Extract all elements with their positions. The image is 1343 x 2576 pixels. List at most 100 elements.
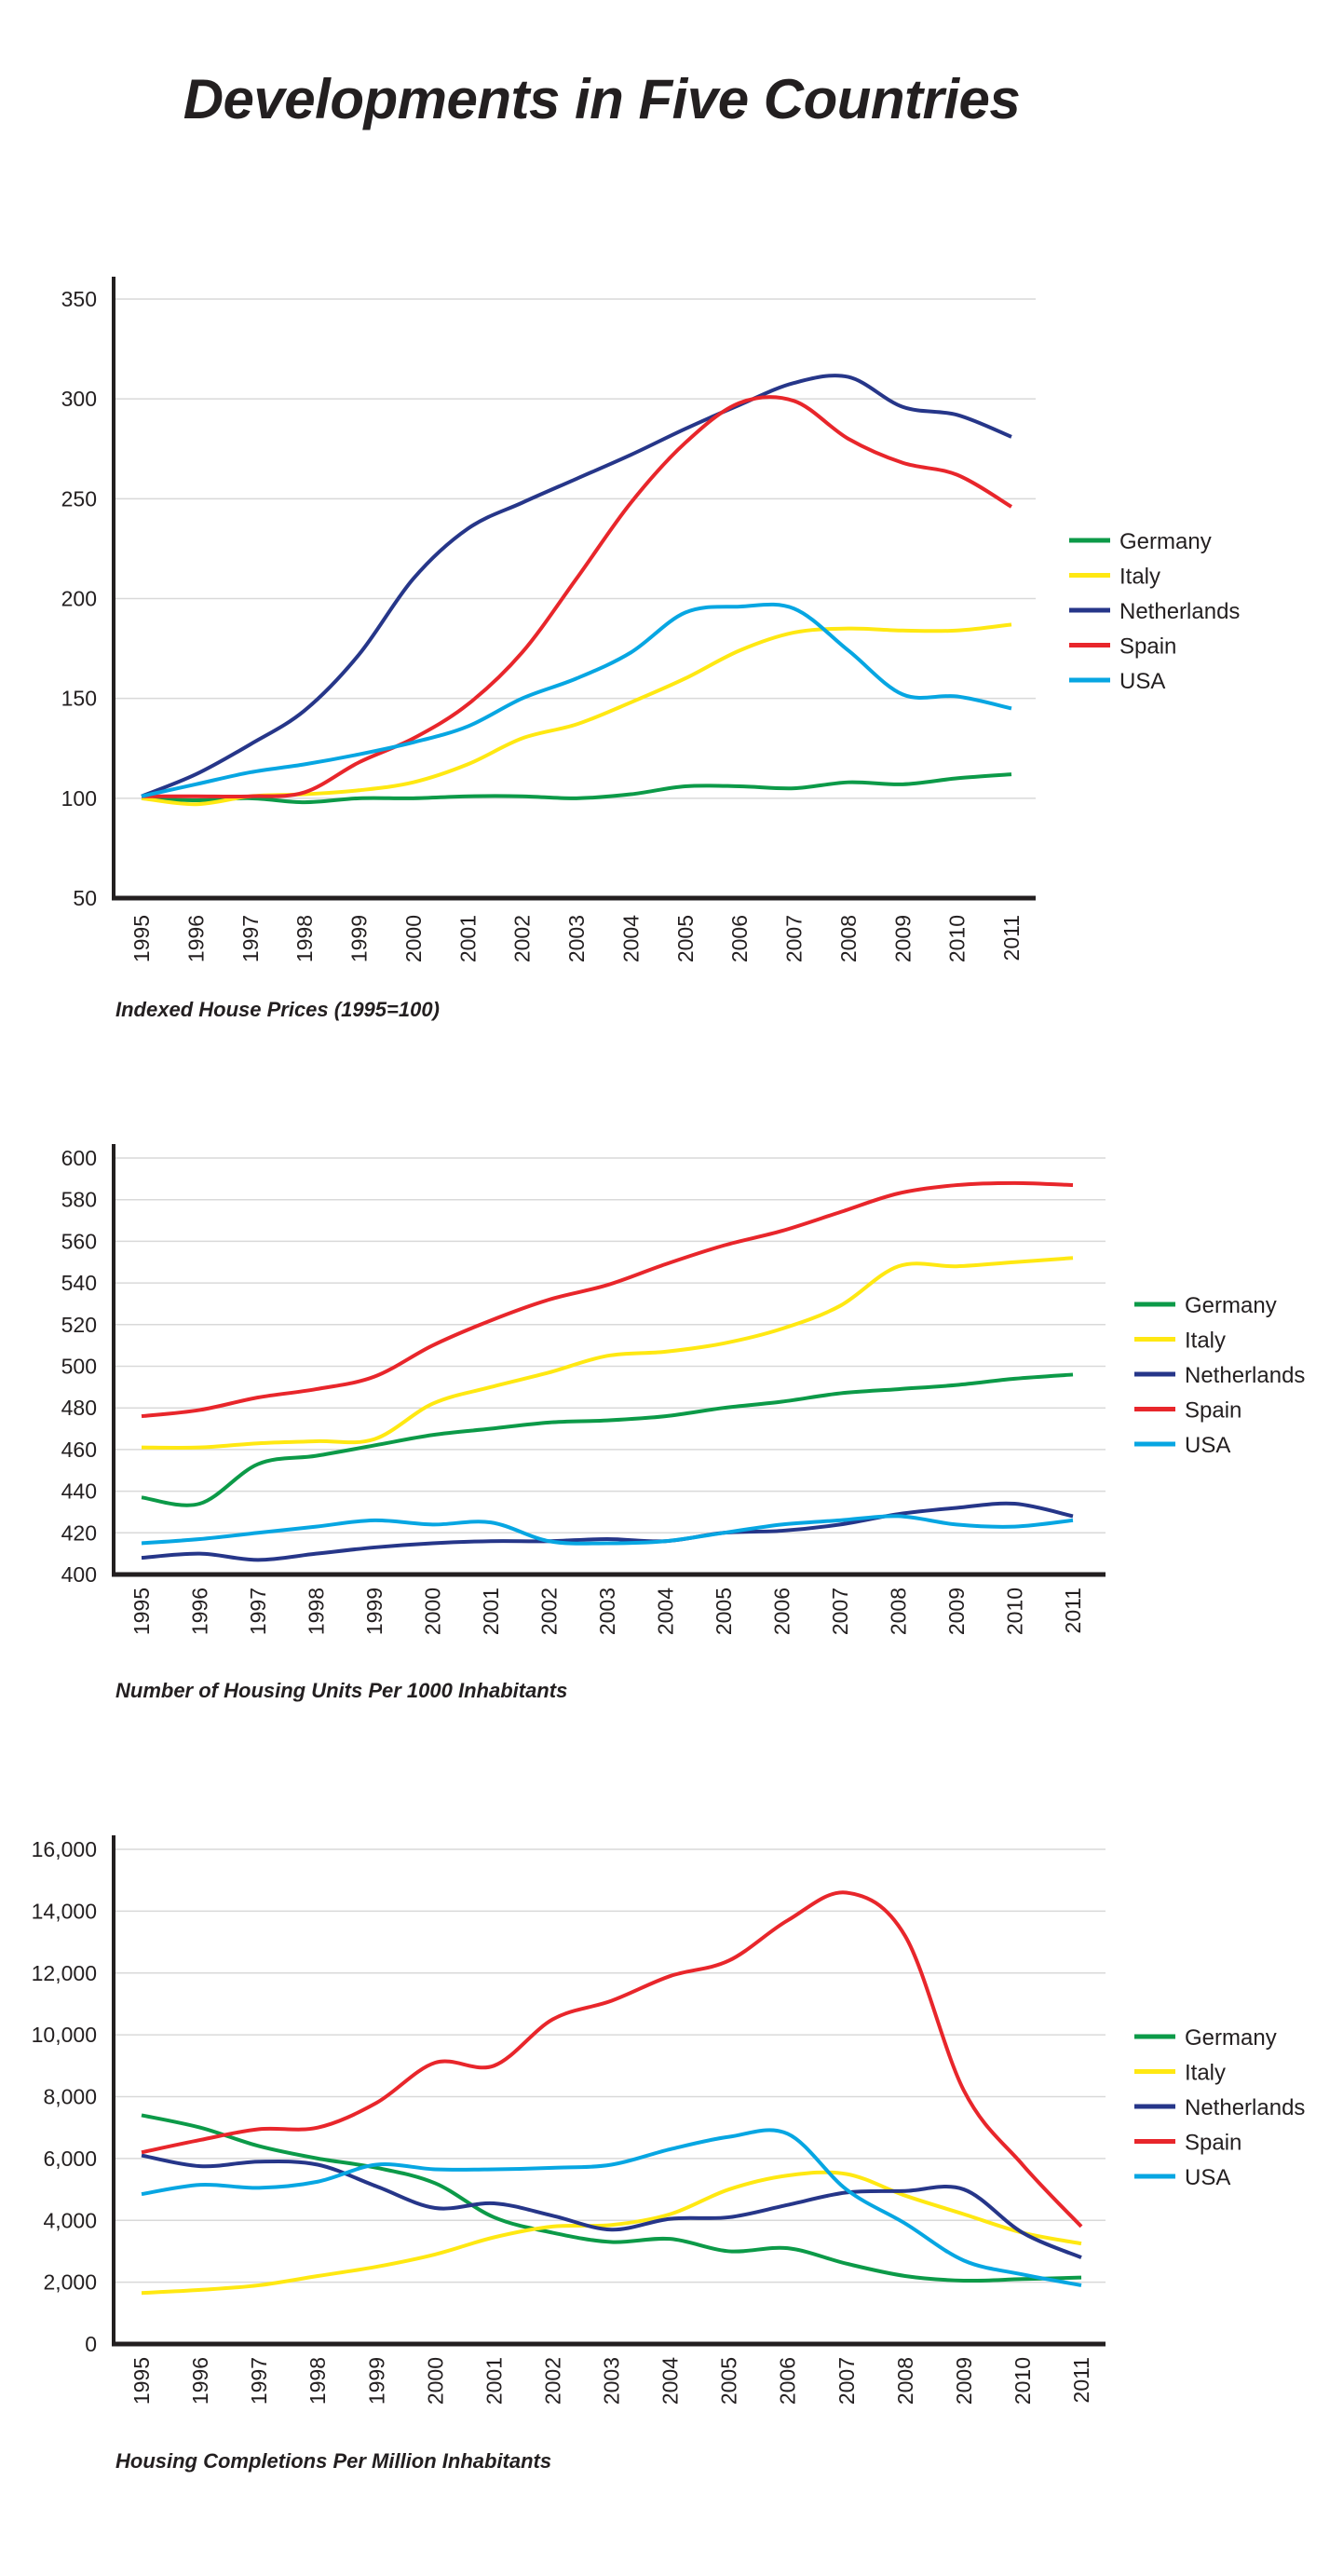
- legend-label-usa: USA: [1185, 1433, 1230, 1458]
- series-line-netherlands: [141, 2153, 1082, 2259]
- legend-label-germany: Germany: [1185, 2025, 1277, 2051]
- y-tick-label: 520: [61, 1313, 97, 1337]
- y-tick-label: 6,000: [43, 2147, 97, 2171]
- x-tick-label: 2000: [401, 915, 426, 962]
- series-line-italy: [141, 1256, 1074, 1450]
- x-tick-label: 2006: [770, 1588, 794, 1635]
- x-tick-label: 1996: [188, 1588, 212, 1635]
- x-tick-label: 2006: [776, 2357, 800, 2405]
- y-tick-label: 350: [61, 287, 97, 311]
- y-tick-label: 560: [61, 1229, 97, 1253]
- x-tick-label: 2005: [673, 915, 698, 962]
- x-tick-label: 2004: [658, 2357, 683, 2405]
- legend-label-germany: Germany: [1185, 1293, 1277, 1318]
- y-tick-label: 100: [61, 786, 97, 811]
- x-tick-label: 2000: [421, 1588, 445, 1635]
- y-tick-label: 460: [61, 1438, 97, 1462]
- y-tick-label: 400: [61, 1562, 97, 1587]
- legend-label-netherlands: Netherlands: [1119, 599, 1240, 624]
- y-tick-label: 12,000: [32, 1961, 97, 1985]
- x-tick-label: 2008: [893, 2357, 917, 2405]
- x-tick-label: 2008: [887, 1588, 911, 1635]
- x-tick-label: 1995: [129, 1588, 154, 1635]
- series-line-usa: [141, 1514, 1074, 1546]
- legend-label-usa: USA: [1119, 669, 1165, 694]
- x-tick-label: 2008: [836, 915, 861, 962]
- x-tick-label: 2004: [618, 915, 643, 962]
- housing-completions-chart: 0 2,000 4,000 6,000 8,000 10,000 12,000 14,000 1…: [32, 1835, 1305, 2405]
- x-tick-label: 2001: [455, 915, 480, 962]
- y-tick-label: 50: [73, 886, 97, 910]
- x-tick-label: 2009: [952, 2357, 976, 2405]
- x-tick-label: 1997: [247, 2357, 271, 2405]
- series-line-spain: [141, 1180, 1074, 1419]
- y-tick-label: 480: [61, 1396, 97, 1420]
- x-tick-label: 2007: [828, 1588, 852, 1635]
- chart-caption-housing-units: Number of Housing Units Per 1000 Inhabit…: [115, 1679, 568, 1702]
- y-tick-label: 150: [61, 687, 97, 711]
- x-tick-label: 2011: [1069, 2357, 1093, 2403]
- x-tick-label: 2010: [945, 915, 970, 962]
- housing-units-chart: 400 420 440 460 480 500 520 540 560 580 600 1995 199…: [61, 1144, 1305, 1635]
- legend-label-netherlands: Netherlands: [1185, 1363, 1305, 1388]
- legend-label-germany: Germany: [1119, 529, 1212, 554]
- x-tick-label: 2007: [834, 2357, 859, 2405]
- x-tick-label: 1996: [188, 2357, 212, 2405]
- x-tick-label: 2010: [1011, 2357, 1035, 2405]
- y-tick-label: 14,000: [32, 1899, 97, 1923]
- x-tick-label: 2009: [944, 1588, 969, 1635]
- legend-label-italy: Italy: [1185, 2061, 1226, 2086]
- x-tick-label: 1998: [305, 2357, 330, 2405]
- series-line-italy: [141, 2170, 1082, 2296]
- x-tick-label: 2004: [654, 1588, 678, 1635]
- x-tick-label: 2002: [510, 915, 535, 962]
- x-tick-label: 2000: [423, 2357, 447, 2405]
- x-tick-label: 1998: [292, 915, 317, 962]
- series-line-germany: [141, 772, 1012, 805]
- x-tick-label: 2001: [479, 1588, 503, 1635]
- x-tick-label: 1997: [246, 1588, 270, 1635]
- y-tick-label: 300: [61, 387, 97, 411]
- y-tick-label: 200: [61, 587, 97, 611]
- series-line-spain: [142, 395, 1013, 799]
- chart-caption-housing-completions: Housing Completions Per Million Inhabita…: [115, 2449, 552, 2473]
- y-tick-label: 540: [61, 1271, 97, 1295]
- x-tick-label: 2009: [890, 915, 915, 962]
- legend-label-spain: Spain: [1185, 2131, 1241, 2156]
- series-line-germany: [141, 2113, 1082, 2283]
- y-tick-label: 600: [61, 1146, 97, 1170]
- house-price-chart: 50 100 150 200 250 300 350 1995 1996 1997 1998 1999…: [61, 277, 1240, 962]
- legend-label-usa: USA: [1185, 2165, 1230, 2190]
- y-tick-label: 440: [61, 1479, 97, 1504]
- y-tick-label: 420: [61, 1520, 97, 1545]
- x-tick-label: 2002: [537, 1588, 562, 1635]
- series-line-usa: [141, 2128, 1082, 2287]
- legend-label-spain: Spain: [1119, 634, 1176, 660]
- x-tick-label: 1997: [238, 915, 263, 962]
- y-tick-label: 4,000: [43, 2208, 97, 2232]
- x-tick-label: 2003: [600, 2357, 624, 2405]
- legend-label-spain: Spain: [1185, 1398, 1241, 1424]
- x-tick-label: 2001: [482, 2357, 506, 2405]
- x-tick-label: 2002: [540, 2357, 564, 2405]
- page-title: Developments in Five Countries: [183, 68, 1021, 130]
- series-line-netherlands: [141, 1501, 1074, 1562]
- series-line-spain: [141, 1890, 1083, 2228]
- series-line-germany: [141, 1372, 1074, 1507]
- y-tick-label: 0: [85, 2332, 97, 2356]
- x-tick-label: 2003: [564, 915, 589, 962]
- y-tick-label: 10,000: [32, 2023, 97, 2047]
- series-line-netherlands: [141, 374, 1012, 798]
- x-tick-label: 2005: [717, 2357, 741, 2405]
- y-tick-label: 580: [61, 1188, 97, 1212]
- x-tick-label: 2010: [1003, 1588, 1027, 1635]
- x-tick-label: 1999: [362, 1588, 387, 1635]
- x-tick-label: 1995: [129, 2357, 154, 2405]
- y-tick-label: 8,000: [43, 2085, 97, 2109]
- series-line-usa: [141, 602, 1012, 798]
- legend-label-italy: Italy: [1185, 1329, 1226, 1354]
- y-tick-label: 500: [61, 1355, 97, 1379]
- x-tick-label: 2006: [727, 915, 752, 962]
- x-tick-label: 2011: [999, 915, 1024, 961]
- x-tick-label: 1996: [183, 915, 208, 962]
